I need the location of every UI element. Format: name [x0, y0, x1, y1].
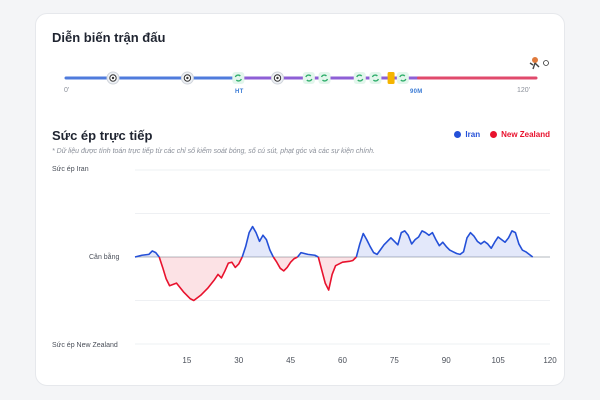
x-tick-label: 75: [389, 356, 399, 365]
timeline-title: Diễn biến trận đấu: [52, 30, 166, 45]
y-label-mid: Cân bằng: [89, 254, 120, 261]
timeline-start-label: 0': [64, 87, 70, 94]
football-icon[interactable]: [106, 71, 120, 85]
legend-dot-new-zealand: [490, 131, 498, 138]
pressure-line-new-zealand: [317, 256, 357, 291]
substitution-icon[interactable]: [302, 72, 315, 84]
pressure-line-new-zealand: [272, 256, 298, 272]
x-tick-label: 90: [441, 356, 451, 365]
match-card: [35, 13, 565, 386]
football-icon[interactable]: [271, 71, 284, 85]
substitution-icon[interactable]: [318, 72, 331, 84]
chart-legend: Iran New Zealand: [454, 130, 550, 139]
substitution-icon[interactable]: [232, 72, 245, 84]
substitution-icon[interactable]: [396, 72, 409, 84]
pressure-area-iran: [242, 226, 274, 257]
x-tick-label: 60: [338, 356, 347, 365]
pressure-line-iran: [355, 230, 534, 258]
legend-label-new-zealand: New Zealand: [501, 130, 550, 139]
halftime-marker: HT: [235, 89, 244, 95]
pressure-line-iran: [134, 250, 160, 258]
fulltime-90-marker: 90M: [410, 89, 423, 95]
penalty-kick-icon: [529, 57, 549, 70]
timeline-end-label: 120': [517, 87, 531, 94]
legend-dot-iran: [454, 131, 462, 138]
substitution-icon[interactable]: [353, 72, 366, 84]
pressure-area-new-zealand: [159, 257, 243, 301]
football-icon[interactable]: [180, 71, 194, 85]
yellow-card-icon[interactable]: [387, 72, 395, 84]
pressure-area-new-zealand: [318, 257, 357, 291]
x-tick-label: 45: [286, 356, 296, 365]
pressure-line-new-zealand: [158, 256, 243, 302]
x-tick-label: 15: [182, 356, 192, 365]
x-tick-label: 105: [491, 356, 505, 365]
legend-item-iran: Iran: [454, 130, 480, 139]
match-timeline: [64, 57, 549, 85]
pressure-line-iran: [296, 251, 319, 258]
substitution-icon[interactable]: [369, 72, 382, 84]
x-tick-label: 120: [543, 356, 557, 365]
legend-item-new-zealand: New Zealand: [490, 130, 550, 139]
x-tick-label: 30: [234, 356, 244, 365]
pressure-line-iran: [241, 225, 275, 258]
pressure-title: Sức ép trực tiếp: [52, 128, 153, 143]
y-label-top: Sức ép Iran: [52, 166, 89, 173]
legend-label-iran: Iran: [465, 130, 481, 139]
y-label-bottom: Sức ép New Zealand: [52, 342, 118, 349]
pressure-note: * Dữ liệu được tính toán trực tiếp từ cá…: [52, 148, 375, 155]
